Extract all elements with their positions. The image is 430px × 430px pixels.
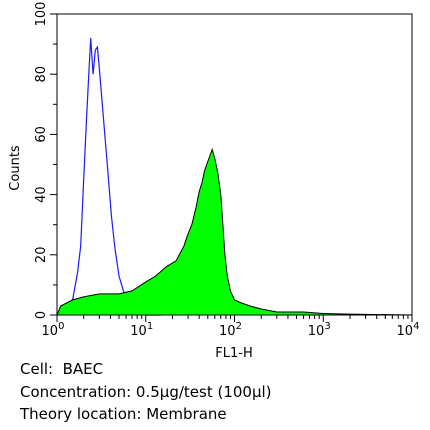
y-tick-label: 60 xyxy=(34,126,49,143)
x-tick-label: 102 xyxy=(219,321,242,339)
flow-histogram-chart: 100 101 102 103 104 0 20 40 60 80 100 FL1-H Count… xyxy=(8,2,420,360)
x-tick-label: 104 xyxy=(397,321,420,339)
caption-location: Theory location: Membrane xyxy=(20,405,227,423)
series-layer xyxy=(56,38,413,316)
y-tick-label: 20 xyxy=(34,247,49,264)
y-tick-label: 80 xyxy=(34,66,49,83)
histogram-series-filled xyxy=(56,147,413,316)
y-axis-ticks: 0 20 40 60 80 100 xyxy=(34,2,57,319)
x-tick-label: 103 xyxy=(308,321,331,339)
y-tick-label: 100 xyxy=(34,2,49,27)
histogram-series-outline xyxy=(56,38,162,316)
caption-cell: Cell: BAEC xyxy=(20,360,104,378)
x-axis-ticks: 100 101 102 103 104 xyxy=(42,315,420,339)
plot-frame xyxy=(56,13,413,316)
y-tick-label: 40 xyxy=(34,186,49,203)
y-axis-label: Counts xyxy=(8,145,23,191)
caption-concentration: Concentration: 0.5μg/test (100μl) xyxy=(20,383,272,401)
x-tick-label: 101 xyxy=(130,321,153,339)
x-tick-label: 100 xyxy=(42,321,65,339)
y-tick-label: 0 xyxy=(34,311,49,319)
x-axis-label: FL1-H xyxy=(215,346,252,360)
